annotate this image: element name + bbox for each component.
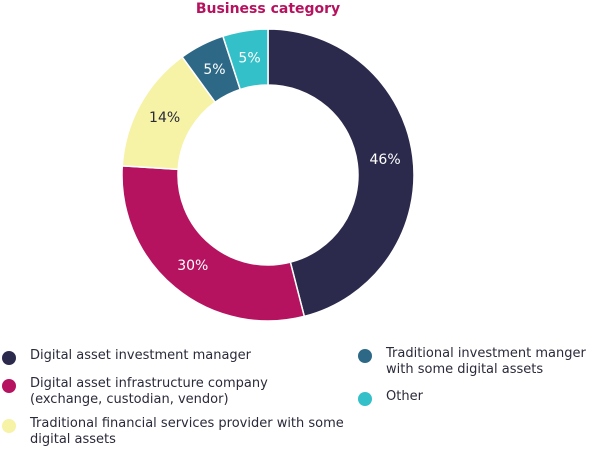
slice-label-2: 14%: [149, 110, 180, 126]
slice-1: [121, 165, 306, 322]
legend-label: Traditional investment manger with some …: [386, 346, 586, 377]
legend-item-other: Other: [358, 389, 423, 406]
slice-4: [221, 28, 269, 91]
slice-label-3: 5%: [203, 62, 225, 78]
slice-0: [267, 28, 415, 318]
legend-swatch: [358, 392, 372, 406]
legend-swatch: [2, 419, 16, 433]
legend-item-traditional-financial-services-provider: Traditional financial services provider …: [2, 416, 344, 448]
legend-item-traditional-investment-manger: Traditional investment manger with some …: [358, 346, 586, 378]
legend-label: Digital asset investment manager: [30, 348, 252, 363]
legend-label: Digital asset infrastructure company (ex…: [30, 376, 268, 407]
slice-label-1: 30%: [177, 258, 208, 274]
legend-item-digital-asset-infrastructure-company: Digital asset infrastructure company (ex…: [2, 376, 268, 408]
chart-title: Business category: [195, 1, 341, 17]
legend-label: Traditional financial services provider …: [30, 416, 344, 447]
legend-label: Other: [386, 389, 423, 404]
slice-label-4: 5%: [238, 50, 260, 66]
donut-chart: 46% 30% 14% 5% 5%: [121, 28, 415, 322]
legend-swatch: [2, 351, 16, 365]
legend-swatch: [358, 349, 372, 363]
legend-item-digital-asset-investment-manager: Digital asset investment manager: [2, 348, 251, 365]
legend-swatch: [2, 379, 16, 393]
slice-label-0: 46%: [370, 152, 401, 168]
